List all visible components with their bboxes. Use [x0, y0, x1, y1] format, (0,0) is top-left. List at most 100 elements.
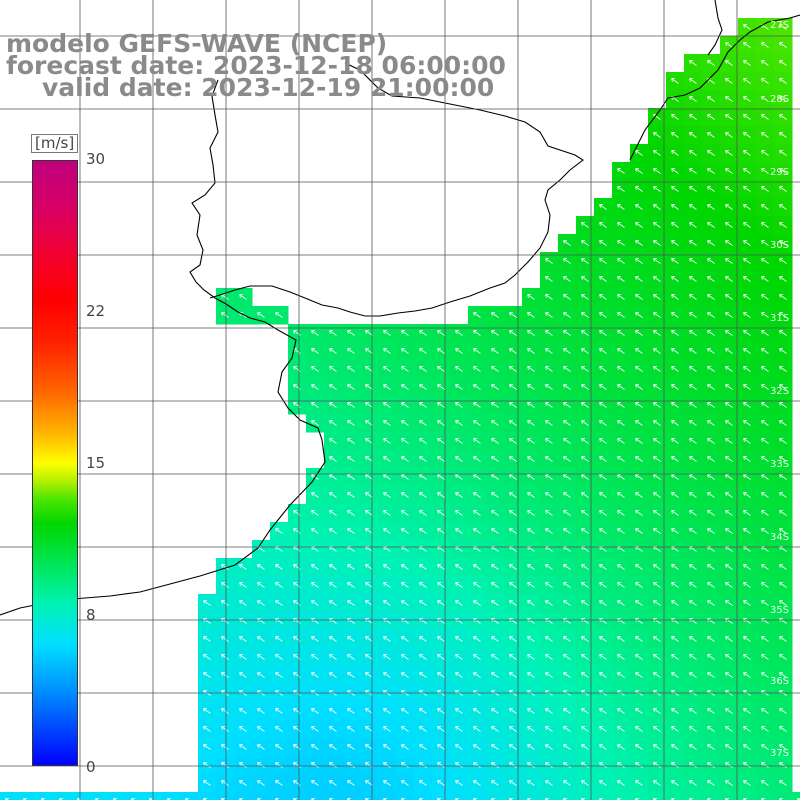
wind-arrow: [527, 474, 535, 480]
wind-arrow: [455, 672, 463, 678]
wind-arrow: [581, 744, 589, 750]
wind-arrow: [671, 294, 679, 300]
wind-arrow: [365, 528, 373, 534]
wind-arrow: [635, 564, 643, 570]
wind-arrow: [743, 96, 751, 102]
wind-arrow: [689, 384, 697, 390]
wind-arrow: [743, 420, 751, 426]
title-forecast-date: forecast date: 2023-12-18 06:00:00: [6, 51, 506, 80]
wind-arrow: [761, 114, 769, 120]
wind-arrow: [617, 510, 625, 516]
wind-arrow: [563, 708, 571, 714]
wind-arrow: [707, 204, 715, 210]
wind-arrow: [563, 780, 571, 786]
wind-arrow: [455, 744, 463, 750]
wind-arrow: [599, 312, 607, 318]
wind-arrow: [473, 654, 481, 660]
wind-arrow: [401, 600, 409, 606]
wind-arrow: [527, 798, 531, 800]
wind-arrow: [671, 366, 679, 372]
wind-arrow: [473, 474, 481, 480]
wind-arrow: [635, 600, 643, 606]
wind-arrow: [383, 726, 391, 732]
wind-arrow: [635, 456, 643, 462]
wind-arrow: [221, 762, 229, 768]
wind-arrow: [725, 240, 733, 246]
wind-arrow: [779, 348, 787, 354]
wind-arrow: [563, 276, 571, 282]
wind-arrow: [581, 276, 589, 282]
wind-arrow: [545, 456, 553, 462]
wind-arrow: [581, 456, 589, 462]
wind-arrow: [725, 186, 733, 192]
wind-arrow: [689, 438, 697, 444]
wind-arrow: [581, 348, 589, 354]
wind-arrow: [545, 528, 553, 534]
wind-arrow: [635, 222, 643, 228]
wind-arrow: [707, 510, 715, 516]
wind-arrow: [347, 600, 355, 606]
wind-arrow: [329, 402, 337, 408]
wind-arrow: [761, 276, 769, 282]
wind-arrow: [635, 438, 643, 444]
wind-arrow: [383, 564, 391, 570]
wind-arrow: [599, 528, 607, 534]
wind-arrow: [779, 330, 787, 336]
wind-arrow: [671, 654, 679, 660]
wind-arrow: [761, 798, 765, 800]
wind-arrow: [635, 708, 643, 714]
wind-arrow: [167, 798, 171, 800]
wind-arrow: [779, 60, 787, 66]
wind-arrow: [401, 420, 409, 426]
wind-arrow: [239, 672, 247, 678]
wind-arrow: [275, 600, 283, 606]
wind-arrow: [563, 330, 571, 336]
wind-arrow: [761, 564, 769, 570]
wind-arrow: [473, 492, 481, 498]
wind-arrow: [311, 798, 315, 800]
wind-arrow: [689, 420, 697, 426]
wind-arrow: [275, 636, 283, 642]
wind-arrow: [401, 744, 409, 750]
wind-arrow: [743, 456, 751, 462]
wind-arrow: [491, 456, 499, 462]
wind-arrow: [653, 564, 661, 570]
wind-arrow: [581, 780, 589, 786]
wind-arrow: [239, 582, 247, 588]
wind-arrow: [455, 636, 463, 642]
wind-arrow: [455, 510, 463, 516]
wind-arrow: [491, 348, 499, 354]
wind-arrow: [365, 456, 373, 462]
wind-arrow: [779, 708, 787, 714]
wind-arrow: [779, 150, 787, 156]
wind-arrow: [257, 744, 265, 750]
wind-arrow: [707, 96, 715, 102]
wind-arrow: [221, 708, 229, 714]
lat-label: 34S: [770, 532, 790, 543]
wind-arrow: [185, 798, 189, 800]
wind-arrow: [617, 474, 625, 480]
wind-arrow: [581, 294, 589, 300]
wind-arrow: [563, 492, 571, 498]
wind-arrow: [563, 636, 571, 642]
wind-arrow: [581, 672, 589, 678]
wind-arrow: [671, 744, 679, 750]
wind-arrow: [779, 510, 787, 516]
wind-arrow: [725, 600, 733, 606]
wind-arrow: [437, 708, 445, 714]
wind-arrow: [653, 132, 661, 138]
wind-arrow: [257, 654, 265, 660]
wind-arrow: [419, 402, 427, 408]
wind-arrow: [311, 654, 319, 660]
wind-arrow: [455, 384, 463, 390]
wind-arrow: [671, 276, 679, 282]
wind-arrow: [221, 636, 229, 642]
wind-arrow: [725, 78, 733, 84]
wind-arrow: [437, 672, 445, 678]
wind-arrow: [383, 456, 391, 462]
wind-arrow: [779, 636, 787, 642]
wind-arrow: [239, 780, 247, 786]
wind-arrow: [545, 438, 553, 444]
wind-arrow: [779, 168, 787, 174]
wind-arrow: [689, 114, 697, 120]
